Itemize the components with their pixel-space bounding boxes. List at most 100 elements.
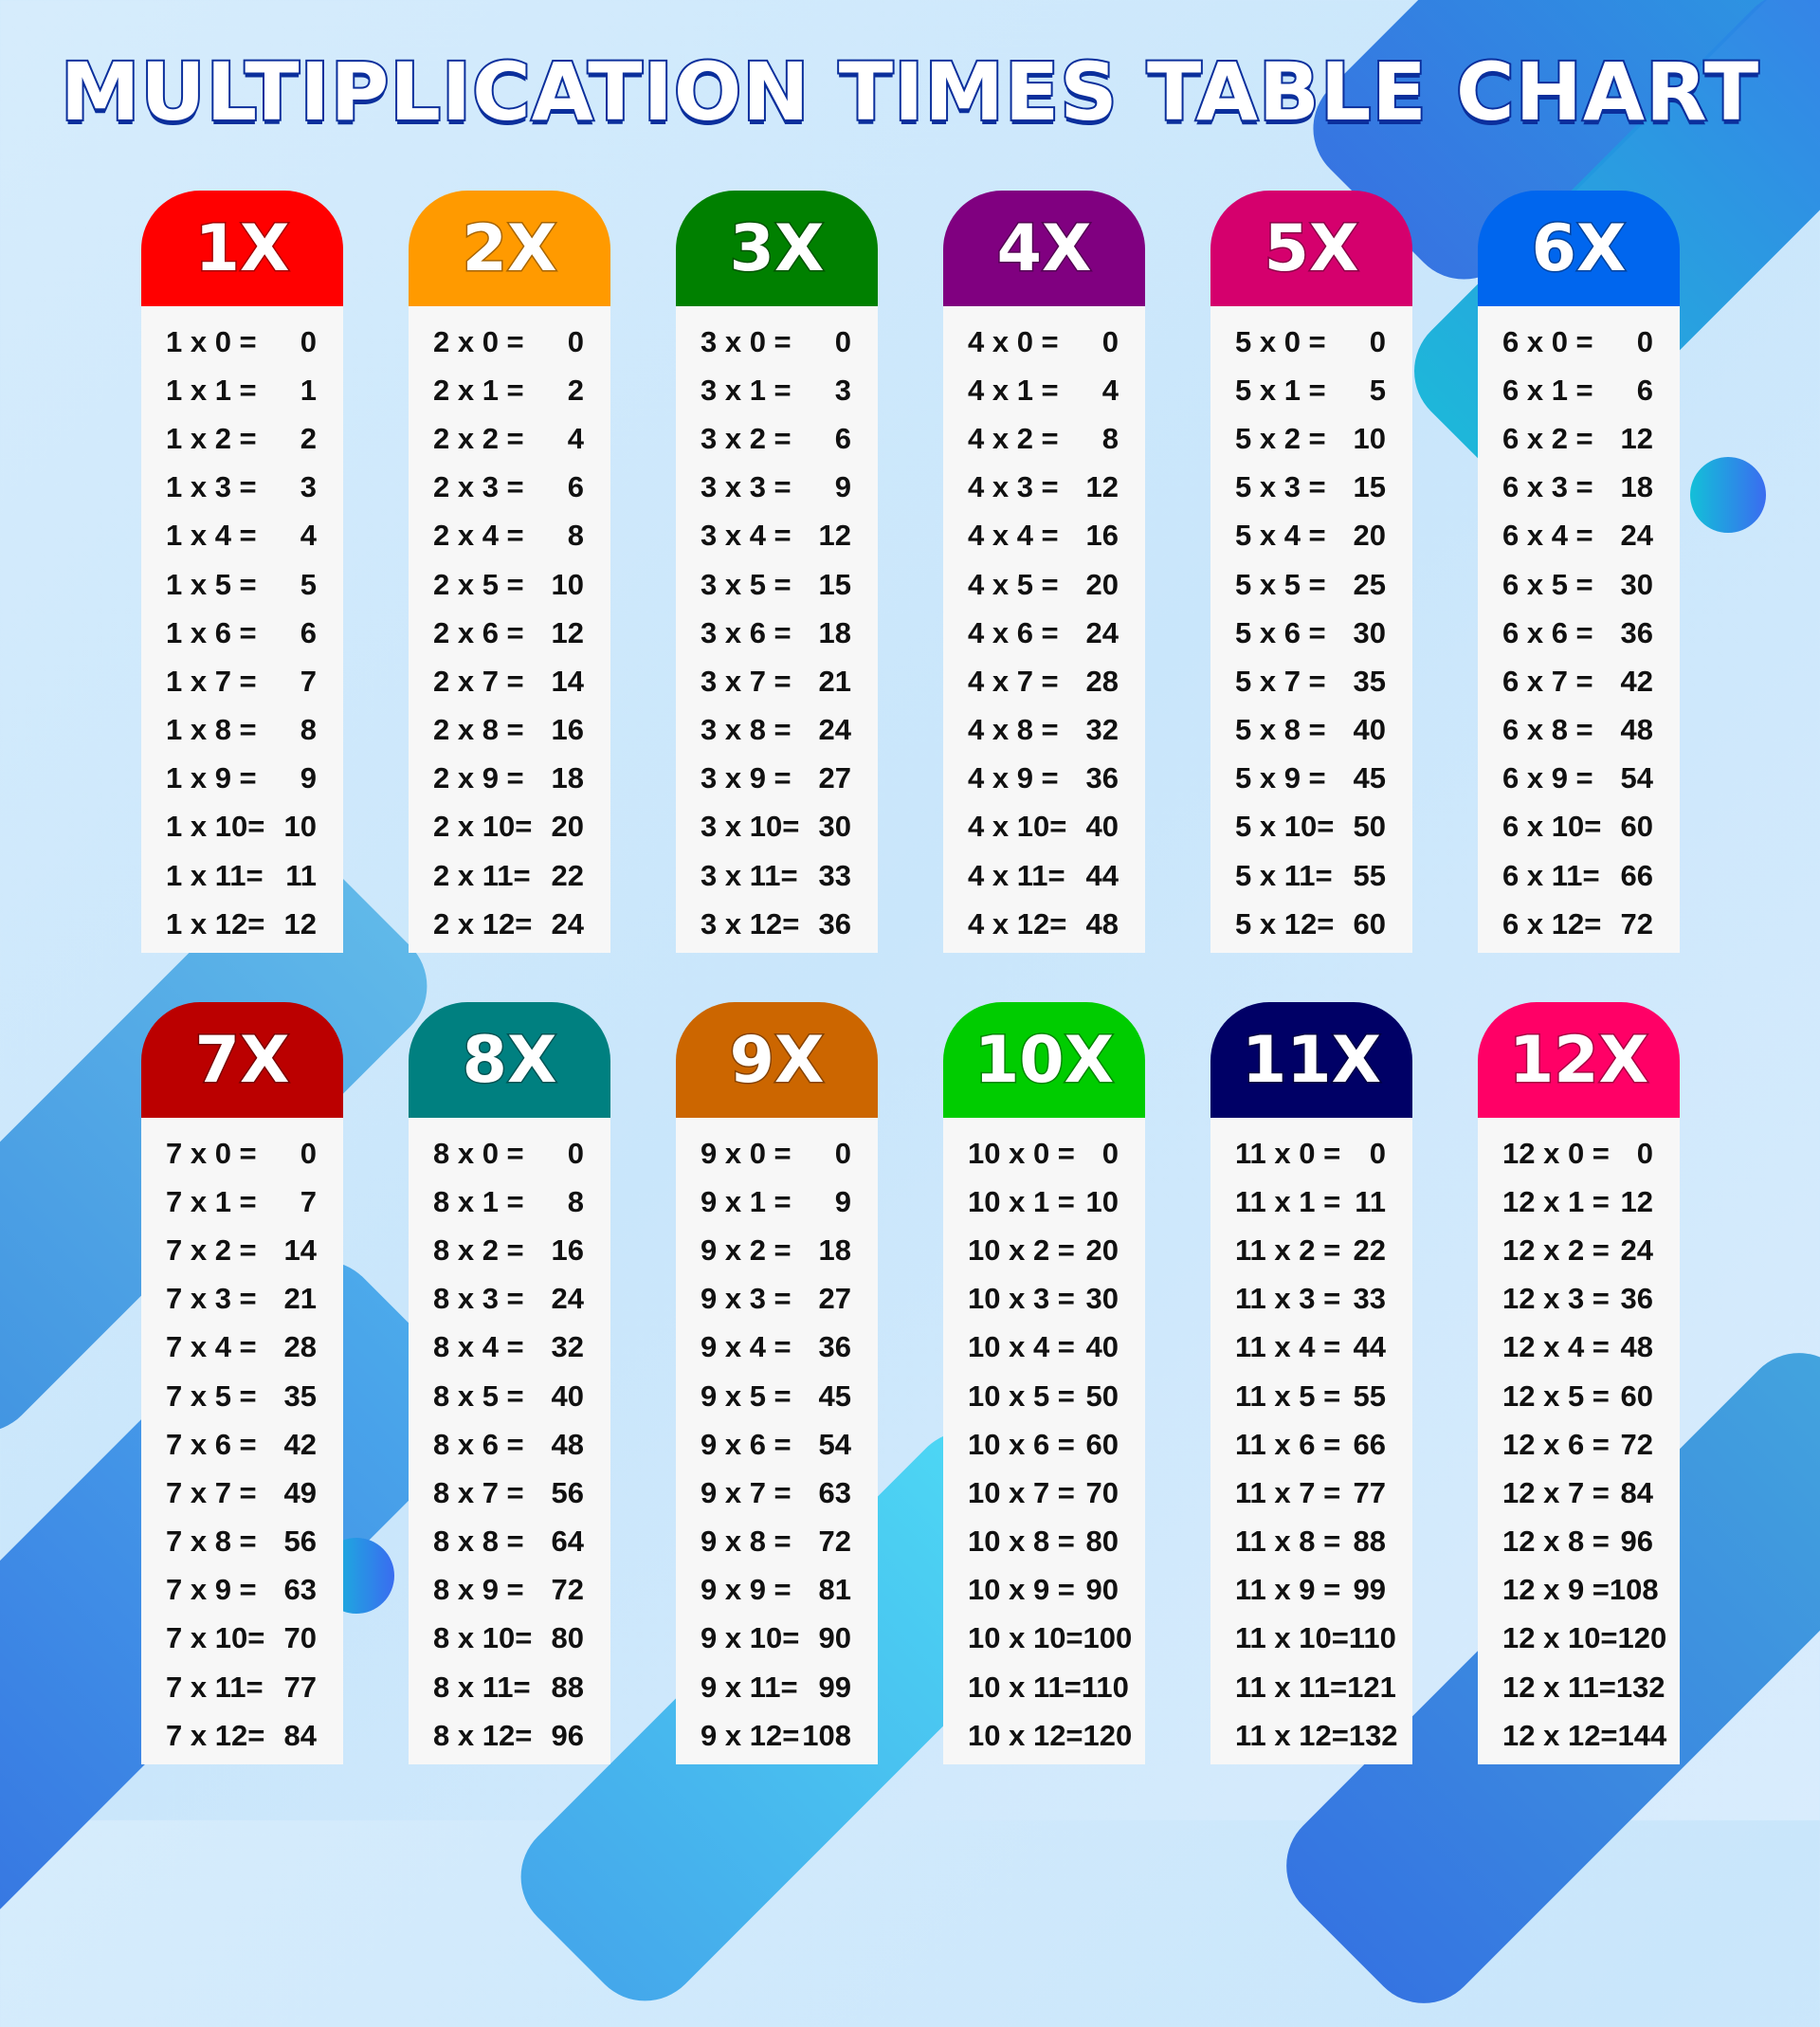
- table-row: 12 x 6 = 72: [1478, 1420, 1680, 1469]
- equation: 6 x 12=: [1502, 906, 1602, 940]
- table-header: 4X: [943, 191, 1145, 306]
- equation: 10 x 5 =: [968, 1379, 1075, 1413]
- equation: 10 x 7 =: [968, 1475, 1075, 1509]
- equation: 7 x 10=: [166, 1621, 265, 1655]
- product: 81: [818, 1573, 851, 1607]
- equation: 3 x 7 =: [701, 664, 792, 698]
- equation: 10 x 8 =: [968, 1525, 1075, 1559]
- equation: 6 x 8 =: [1502, 713, 1593, 747]
- product: 5: [1369, 373, 1386, 407]
- product: 30: [1353, 615, 1386, 649]
- times-table-6: 6X 6 x 0 = 0 6 x 1 = 6 6 x 2 = 12 6 x 3 = 18 6 x …: [1478, 191, 1680, 953]
- product: 15: [1353, 470, 1386, 504]
- equation: 11 x 8 =: [1235, 1525, 1341, 1559]
- equation: 2 x 2 =: [433, 421, 524, 455]
- product: 60: [1353, 906, 1386, 940]
- equation: 2 x 10=: [433, 810, 533, 844]
- equation: 12 x 2 =: [1502, 1233, 1610, 1267]
- equation: 12 x 7 =: [1502, 1475, 1610, 1509]
- table-row: 6 x 0 = 0: [1478, 318, 1680, 366]
- product: 20: [1353, 519, 1386, 553]
- table-body: 5 x 0 = 0 5 x 1 = 5 5 x 2 = 10 5 x 3 = 15 5 x 4 …: [1210, 306, 1412, 953]
- table-row: 6 x 8 = 48: [1478, 706, 1680, 755]
- product: 6: [834, 421, 851, 455]
- table-row: 10 x 0 = 0: [943, 1129, 1145, 1178]
- equation: 4 x 7 =: [968, 664, 1059, 698]
- table-row: 4 x 12= 48: [943, 900, 1145, 948]
- equation: 6 x 3 =: [1502, 470, 1593, 504]
- product: 22: [1353, 1233, 1386, 1267]
- product: 110: [1081, 1670, 1129, 1704]
- table-row: 1 x 1 = 1: [141, 366, 343, 414]
- table-body: 12 x 0 = 0 12 x 1 = 12 12 x 2 = 24 12 x 3 = 36 1…: [1478, 1118, 1680, 1764]
- table-row: 3 x 2 = 6: [676, 414, 878, 463]
- table-row: 10 x 10= 100: [943, 1615, 1145, 1663]
- table-row: 7 x 8 = 56: [141, 1518, 343, 1566]
- table-header: 2X: [409, 191, 610, 306]
- equation: 3 x 2 =: [701, 421, 792, 455]
- equation: 11 x 0 =: [1235, 1136, 1341, 1170]
- table-row: 11 x 1 = 11: [1210, 1178, 1412, 1226]
- product: 0: [300, 1136, 317, 1170]
- product: 22: [551, 858, 584, 892]
- equation: 7 x 8 =: [166, 1525, 257, 1559]
- times-table-4: 4X 4 x 0 = 0 4 x 1 = 4 4 x 2 = 8 4 x 3 = 12 4 x 4…: [943, 191, 1145, 953]
- equation: 5 x 8 =: [1235, 713, 1326, 747]
- table-body: 4 x 0 = 0 4 x 1 = 4 4 x 2 = 8 4 x 3 = 12 4 x 4 =…: [943, 306, 1145, 953]
- product: 4: [300, 519, 317, 553]
- product: 35: [283, 1379, 317, 1413]
- table-row: 8 x 6 = 48: [409, 1420, 610, 1469]
- product: 72: [1620, 1427, 1653, 1461]
- table-row: 7 x 0 = 0: [141, 1129, 343, 1178]
- times-table-8: 8X 8 x 0 = 0 8 x 1 = 8 8 x 2 = 16 8 x 3 = 24 8 x …: [409, 1002, 610, 1764]
- product: 16: [1085, 519, 1119, 553]
- table-row: 2 x 5 = 10: [409, 560, 610, 609]
- table-row: 9 x 8 = 72: [676, 1518, 878, 1566]
- equation: 6 x 1 =: [1502, 373, 1593, 407]
- table-row: 2 x 6 = 12: [409, 609, 610, 657]
- product: 110: [1348, 1621, 1396, 1655]
- product: 10: [283, 810, 317, 844]
- table-row: 10 x 6 = 60: [943, 1420, 1145, 1469]
- table-row: 4 x 9 = 36: [943, 755, 1145, 803]
- table-row: 12 x 9 = 108: [1478, 1566, 1680, 1615]
- table-row: 12 x 11= 132: [1478, 1663, 1680, 1711]
- times-table-10: 10X 10 x 0 = 0 10 x 1 = 10 10 x 2 = 20 10 x 3 =…: [943, 1002, 1145, 1764]
- equation: 11 x 10=: [1235, 1621, 1349, 1655]
- equation: 1 x 3 =: [166, 470, 257, 504]
- equation: 3 x 5 =: [701, 567, 792, 601]
- product: 27: [818, 761, 851, 795]
- table-row: 1 x 3 = 3: [141, 464, 343, 512]
- table-row: 11 x 2 = 22: [1210, 1226, 1412, 1274]
- equation: 5 x 6 =: [1235, 615, 1326, 649]
- equation: 3 x 6 =: [701, 615, 792, 649]
- table-row: 7 x 4 = 28: [141, 1324, 343, 1372]
- table-body: 6 x 0 = 0 6 x 1 = 6 6 x 2 = 12 6 x 3 = 18 6 x 4 …: [1478, 306, 1680, 953]
- product: 66: [1353, 1427, 1386, 1461]
- equation: 9 x 7 =: [701, 1475, 792, 1509]
- product: 66: [1620, 858, 1653, 892]
- product: 11: [1355, 1184, 1386, 1218]
- equation: 9 x 3 =: [701, 1282, 792, 1316]
- product: 72: [1620, 906, 1653, 940]
- product: 8: [567, 1184, 584, 1218]
- table-row: 8 x 0 = 0: [409, 1129, 610, 1178]
- table-row: 11 x 8 = 88: [1210, 1518, 1412, 1566]
- equation: 7 x 2 =: [166, 1233, 257, 1267]
- equation: 1 x 1 =: [166, 373, 257, 407]
- product: 72: [551, 1573, 584, 1607]
- table-body: 11 x 0 = 0 11 x 1 = 11 11 x 2 = 22 11 x 3 = 33 1…: [1210, 1118, 1412, 1764]
- equation: 3 x 8 =: [701, 713, 792, 747]
- product: 55: [1353, 858, 1386, 892]
- equation: 1 x 6 =: [166, 615, 257, 649]
- table-row: 3 x 0 = 0: [676, 318, 878, 366]
- equation: 9 x 2 =: [701, 1233, 792, 1267]
- equation: 5 x 2 =: [1235, 421, 1326, 455]
- table-row: 8 x 4 = 32: [409, 1324, 610, 1372]
- product: 7: [300, 1184, 317, 1218]
- product: 64: [551, 1525, 584, 1559]
- product: 42: [283, 1427, 317, 1461]
- equation: 4 x 5 =: [968, 567, 1059, 601]
- product: 36: [1620, 1282, 1653, 1316]
- equation: 6 x 7 =: [1502, 664, 1593, 698]
